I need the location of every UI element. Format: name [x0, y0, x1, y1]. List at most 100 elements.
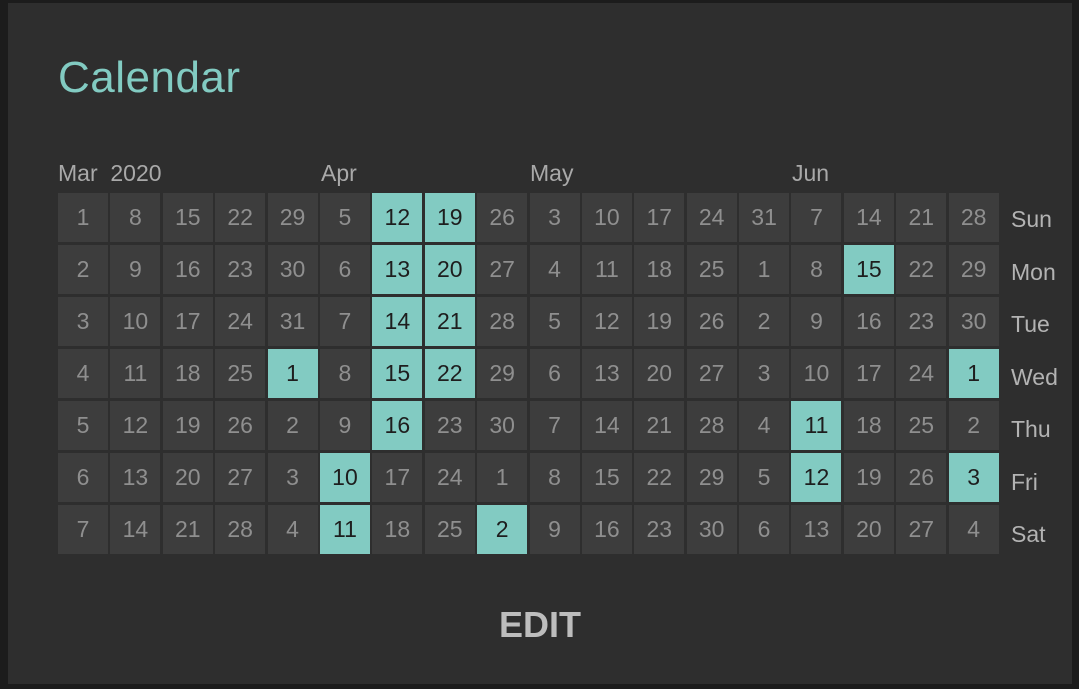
calendar-day-cell[interactable]: 10	[581, 193, 632, 242]
calendar-day-cell[interactable]: 3	[529, 193, 580, 242]
calendar-day-cell[interactable]: 31	[267, 297, 318, 346]
calendar-day-cell-highlighted[interactable]: 2	[477, 505, 528, 554]
calendar-day-cell[interactable]: 1	[58, 193, 108, 242]
calendar-day-cell[interactable]: 25	[686, 245, 737, 294]
calendar-day-cell[interactable]: 2	[267, 401, 318, 450]
calendar-day-cell[interactable]: 25	[424, 505, 475, 554]
calendar-day-cell[interactable]: 24	[896, 349, 947, 398]
calendar-day-cell[interactable]: 23	[215, 245, 266, 294]
calendar-day-cell[interactable]: 25	[215, 349, 266, 398]
calendar-day-cell[interactable]: 24	[424, 453, 475, 502]
calendar-day-cell[interactable]: 19	[843, 453, 894, 502]
calendar-day-cell[interactable]: 26	[215, 401, 266, 450]
calendar-day-cell[interactable]: 13	[581, 349, 632, 398]
calendar-day-cell[interactable]: 27	[686, 349, 737, 398]
calendar-day-cell[interactable]: 28	[477, 297, 528, 346]
calendar-day-cell[interactable]: 14	[110, 505, 161, 554]
calendar-day-cell[interactable]: 30	[948, 297, 999, 346]
calendar-day-cell[interactable]: 22	[215, 193, 266, 242]
calendar-day-cell-highlighted[interactable]: 3	[948, 453, 999, 502]
calendar-day-cell[interactable]: 3	[58, 297, 108, 346]
calendar-day-cell[interactable]: 4	[267, 505, 318, 554]
calendar-day-cell[interactable]: 30	[477, 401, 528, 450]
calendar-day-cell[interactable]: 20	[843, 505, 894, 554]
calendar-day-cell[interactable]: 31	[739, 193, 790, 242]
calendar-day-cell[interactable]: 11	[581, 245, 632, 294]
calendar-day-cell[interactable]: 26	[686, 297, 737, 346]
calendar-day-cell[interactable]: 13	[791, 505, 842, 554]
calendar-day-cell[interactable]: 2	[948, 401, 999, 450]
calendar-day-cell[interactable]: 6	[739, 505, 790, 554]
calendar-day-cell[interactable]: 18	[634, 245, 685, 294]
calendar-day-cell[interactable]: 24	[215, 297, 266, 346]
calendar-day-cell[interactable]: 5	[58, 401, 108, 450]
calendar-day-cell[interactable]: 7	[58, 505, 108, 554]
calendar-day-cell[interactable]: 4	[58, 349, 108, 398]
calendar-day-cell[interactable]: 12	[581, 297, 632, 346]
calendar-day-cell-highlighted[interactable]: 22	[424, 349, 475, 398]
calendar-day-cell[interactable]: 15	[162, 193, 213, 242]
calendar-day-cell[interactable]: 23	[896, 297, 947, 346]
calendar-day-cell[interactable]: 19	[162, 401, 213, 450]
calendar-day-cell[interactable]: 20	[634, 349, 685, 398]
calendar-day-cell[interactable]: 1	[477, 453, 528, 502]
calendar-day-cell[interactable]: 4	[529, 245, 580, 294]
calendar-day-cell[interactable]: 16	[843, 297, 894, 346]
calendar-day-cell[interactable]: 5	[319, 193, 370, 242]
calendar-day-cell-highlighted[interactable]: 19	[424, 193, 475, 242]
calendar-day-cell[interactable]: 16	[162, 245, 213, 294]
calendar-day-cell[interactable]: 21	[634, 401, 685, 450]
calendar-day-cell[interactable]: 17	[843, 349, 894, 398]
calendar-day-cell[interactable]: 21	[162, 505, 213, 554]
calendar-day-cell[interactable]: 9	[319, 401, 370, 450]
calendar-day-cell[interactable]: 17	[162, 297, 213, 346]
calendar-day-cell-highlighted[interactable]: 15	[843, 245, 894, 294]
calendar-day-cell[interactable]: 16	[581, 505, 632, 554]
calendar-day-cell[interactable]: 12	[110, 401, 161, 450]
calendar-day-cell-highlighted[interactable]: 1	[948, 349, 999, 398]
calendar-day-cell[interactable]: 14	[581, 401, 632, 450]
calendar-day-cell[interactable]: 14	[843, 193, 894, 242]
calendar-day-cell[interactable]: 4	[948, 505, 999, 554]
calendar-day-cell[interactable]: 10	[110, 297, 161, 346]
calendar-day-cell[interactable]: 5	[739, 453, 790, 502]
calendar-day-cell-highlighted[interactable]: 15	[372, 349, 423, 398]
calendar-day-cell[interactable]: 25	[896, 401, 947, 450]
calendar-day-cell-highlighted[interactable]: 11	[791, 401, 842, 450]
calendar-day-cell-highlighted[interactable]: 21	[424, 297, 475, 346]
calendar-day-cell[interactable]: 17	[372, 453, 423, 502]
calendar-day-cell[interactable]: 27	[215, 453, 266, 502]
calendar-day-cell[interactable]: 26	[477, 193, 528, 242]
calendar-day-cell[interactable]: 23	[634, 505, 685, 554]
calendar-day-cell[interactable]: 23	[424, 401, 475, 450]
calendar-day-cell[interactable]: 7	[791, 193, 842, 242]
calendar-day-cell[interactable]: 2	[739, 297, 790, 346]
calendar-day-cell[interactable]: 8	[529, 453, 580, 502]
calendar-day-cell[interactable]: 5	[529, 297, 580, 346]
calendar-day-cell[interactable]: 18	[372, 505, 423, 554]
calendar-day-cell[interactable]: 30	[267, 245, 318, 294]
calendar-day-cell[interactable]: 20	[162, 453, 213, 502]
calendar-day-cell[interactable]: 24	[686, 193, 737, 242]
calendar-day-cell[interactable]: 15	[581, 453, 632, 502]
calendar-day-cell-highlighted[interactable]: 14	[372, 297, 423, 346]
calendar-day-cell[interactable]: 29	[686, 453, 737, 502]
calendar-day-cell[interactable]: 1	[739, 245, 790, 294]
calendar-day-cell[interactable]: 18	[843, 401, 894, 450]
calendar-day-cell[interactable]: 27	[896, 505, 947, 554]
calendar-day-cell[interactable]: 28	[686, 401, 737, 450]
calendar-day-cell[interactable]: 9	[529, 505, 580, 554]
calendar-day-cell[interactable]: 29	[477, 349, 528, 398]
calendar-day-cell-highlighted[interactable]: 20	[424, 245, 475, 294]
calendar-day-cell-highlighted[interactable]: 11	[319, 505, 370, 554]
calendar-day-cell[interactable]: 9	[791, 297, 842, 346]
calendar-day-cell[interactable]: 3	[267, 453, 318, 502]
calendar-day-cell[interactable]: 22	[896, 245, 947, 294]
calendar-day-cell[interactable]: 8	[319, 349, 370, 398]
calendar-day-cell[interactable]: 7	[319, 297, 370, 346]
calendar-day-cell[interactable]: 6	[529, 349, 580, 398]
calendar-day-cell-highlighted[interactable]: 12	[791, 453, 842, 502]
calendar-day-cell[interactable]: 17	[634, 193, 685, 242]
calendar-day-cell[interactable]: 10	[791, 349, 842, 398]
edit-button[interactable]: EDIT	[8, 603, 1072, 647]
